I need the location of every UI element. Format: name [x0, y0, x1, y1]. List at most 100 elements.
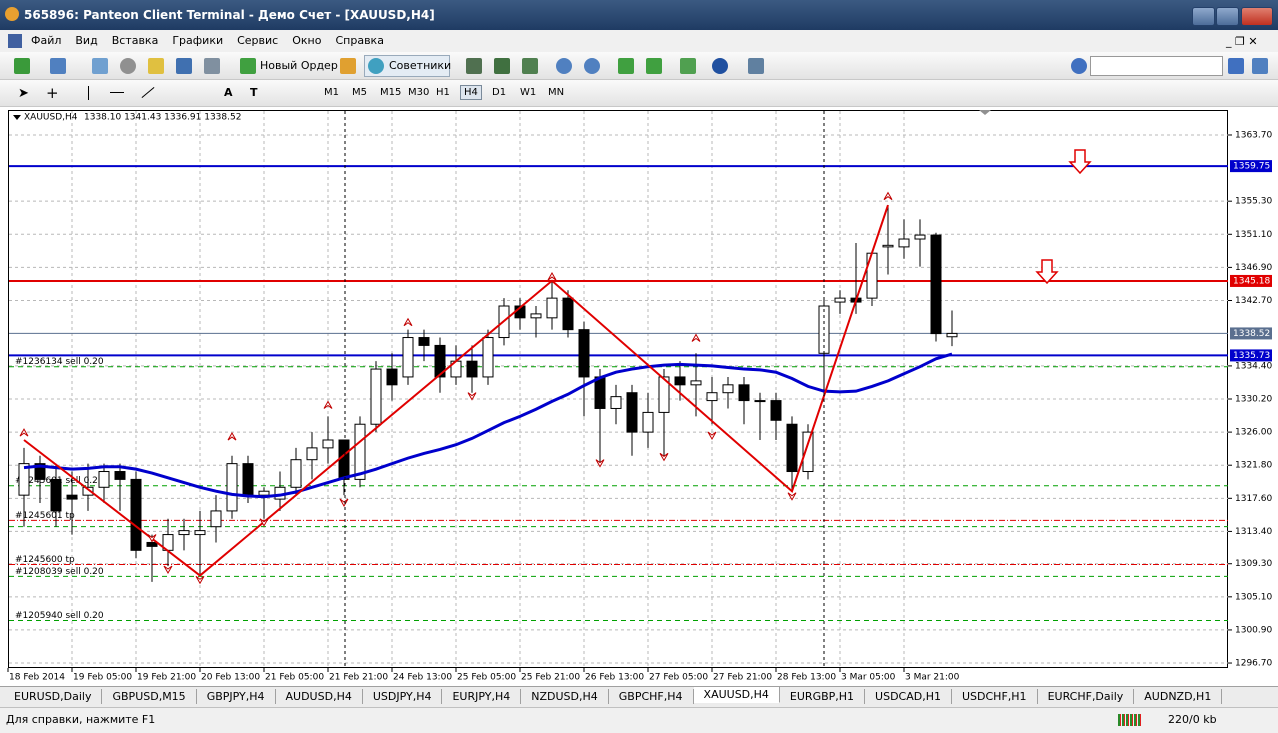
chart-tab[interactable]: EURUSD,Daily	[4, 689, 103, 704]
search-button[interactable]	[1228, 58, 1244, 74]
new-order-button[interactable]: Новый Ордер	[260, 59, 338, 72]
chart-menu-marker	[13, 115, 21, 120]
icon[interactable]	[340, 58, 356, 74]
x-tick-label: 28 Feb 13:00	[777, 673, 836, 683]
candle-body	[802, 431, 814, 473]
x-tick-label: 3 Mar 05:00	[841, 673, 896, 683]
chart-tab[interactable]: AUDUSD,H4	[276, 689, 363, 704]
settings-icon[interactable]	[1071, 58, 1087, 74]
icon[interactable]	[556, 58, 572, 74]
vline-tool[interactable]	[88, 86, 89, 100]
menu-item[interactable]: Вид	[75, 34, 98, 47]
crosshair-tool[interactable]: +	[46, 84, 59, 102]
candle-body	[882, 244, 894, 248]
experts-button[interactable]: Советники	[389, 59, 452, 72]
chart-shift-marker	[979, 110, 991, 115]
icon[interactable]	[14, 58, 30, 74]
trendline-tool[interactable]	[141, 86, 155, 99]
icon[interactable]	[204, 58, 220, 74]
icon[interactable]	[646, 58, 662, 74]
icon[interactable]	[584, 58, 600, 74]
timeframe-button[interactable]: M5	[352, 87, 367, 98]
candle-body	[562, 297, 574, 331]
candle-body	[130, 478, 142, 551]
icon[interactable]	[368, 58, 384, 74]
menu-item[interactable]: Справка	[335, 34, 384, 47]
timeframe-button[interactable]: D1	[492, 87, 507, 98]
timeframe-button[interactable]: MN	[548, 87, 565, 98]
minimize-button[interactable]	[1192, 7, 1215, 26]
order-label: #1245600 tp	[15, 555, 75, 565]
candle-body	[482, 337, 494, 378]
timeframe-button[interactable]: M1	[324, 87, 339, 98]
doc-icon	[8, 34, 22, 48]
chart-tab[interactable]: EURGBP,H1	[780, 689, 866, 704]
hline-tool[interactable]	[110, 92, 124, 93]
candle-body	[66, 494, 78, 500]
maximize-button[interactable]	[1216, 7, 1239, 26]
menu-item[interactable]: Сервис	[237, 34, 279, 47]
candle-body	[530, 313, 542, 319]
timeframe-button[interactable]: M15	[380, 87, 402, 98]
candle-body	[306, 447, 318, 461]
mdi-buttons[interactable]: _ ❐ ✕	[1226, 35, 1258, 48]
order-label: #1236134 sell 0.20	[15, 357, 104, 367]
chart-tab[interactable]: GBPUSD,M15	[102, 689, 197, 704]
timeframe-button[interactable]: M30	[408, 87, 430, 98]
icon[interactable]	[680, 58, 696, 74]
x-tick-label: 25 Feb 05:00	[457, 673, 516, 683]
icon[interactable]	[50, 58, 66, 74]
menu-item[interactable]: Вставка	[111, 34, 159, 47]
timeframe-button[interactable]: W1	[520, 87, 537, 98]
candle-body	[546, 297, 558, 319]
menu-item[interactable]: Графики	[172, 34, 224, 47]
chart-tab[interactable]: AUDNZD,H1	[1134, 689, 1223, 704]
text-tool[interactable]: A	[224, 86, 233, 99]
icon[interactable]	[120, 58, 136, 74]
icon[interactable]	[618, 58, 634, 74]
candle-body	[866, 252, 878, 299]
fractal-up	[323, 400, 333, 409]
candle-body	[370, 368, 382, 425]
chart-tab[interactable]: EURCHF,Daily	[1038, 689, 1135, 704]
close-button[interactable]	[1241, 7, 1273, 26]
chart-tab[interactable]: XAUUSD,H4	[693, 687, 780, 703]
menu-item[interactable]: Окно	[292, 34, 322, 47]
icon[interactable]	[522, 58, 538, 74]
icon[interactable]	[148, 58, 164, 74]
search-box[interactable]	[1090, 56, 1223, 76]
candle-body	[898, 238, 910, 248]
menu-item[interactable]: Файл	[31, 34, 62, 47]
icon[interactable]	[92, 58, 108, 74]
candle-body	[466, 360, 478, 378]
candle-body	[418, 337, 430, 346]
icon[interactable]	[1252, 58, 1268, 74]
icon[interactable]	[748, 58, 764, 74]
chart-tab[interactable]: USDJPY,H4	[363, 689, 443, 704]
label-tool[interactable]: T	[250, 86, 258, 99]
status-help: Для справки, нажмите F1	[6, 713, 156, 726]
chart-ohlc: 1338.10 1341.43 1336.91 1338.52	[84, 113, 241, 123]
cursor-tool[interactable]: ➤	[18, 86, 29, 101]
candle-body	[706, 392, 718, 402]
icon[interactable]	[712, 58, 728, 74]
y-tick-label: 1321.80	[1235, 461, 1272, 471]
icon[interactable]	[494, 58, 510, 74]
icon[interactable]	[176, 58, 192, 74]
chart-tab[interactable]: NZDUSD,H4	[521, 689, 609, 704]
fractal-down	[163, 565, 173, 575]
chart-tab[interactable]: USDCHF,H1	[952, 689, 1038, 704]
chart-tab[interactable]: GBPJPY,H4	[197, 689, 276, 704]
icon[interactable]	[466, 58, 482, 74]
chart-tab[interactable]: USDCAD,H1	[865, 689, 952, 704]
candle-body	[754, 400, 766, 403]
candle-body	[930, 234, 942, 335]
timeframe-button[interactable]: H1	[436, 87, 450, 98]
y-tick-label: 1300.90	[1235, 625, 1272, 635]
icon[interactable]	[240, 58, 256, 74]
candle-body	[242, 463, 254, 496]
chart-tab[interactable]: EURJPY,H4	[442, 689, 522, 704]
candle-body	[722, 384, 734, 394]
chart-tab[interactable]: GBPCHF,H4	[609, 689, 694, 704]
timeframe-button[interactable]: H4	[460, 85, 482, 100]
